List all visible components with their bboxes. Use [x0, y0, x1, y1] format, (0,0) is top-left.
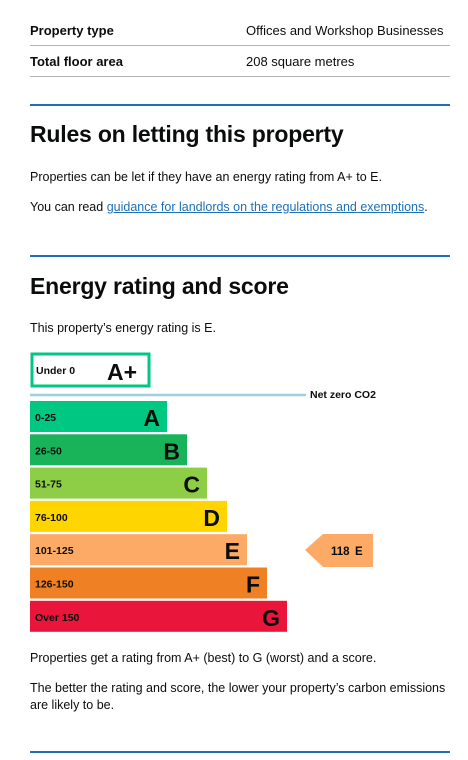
property-type-label: Property type: [30, 23, 114, 38]
rules-paragraph: Properties can be let if they have an en…: [30, 170, 382, 184]
energy-rating-chart: Under 0 A+ Net zero CO2 0-25 A 26-50 B 51-75…: [30, 352, 376, 632]
band-g-range: Over 150: [35, 612, 80, 624]
emissions-line-2: are likely to be.: [30, 698, 115, 712]
rules-guidance-paragraph: You can read guidance for landlords on t…: [30, 199, 450, 216]
band-c-range: 51-75: [35, 479, 62, 491]
band-g-letter: G: [262, 605, 280, 631]
band-aplus-box: [30, 352, 151, 388]
band-d-bar: [30, 500, 227, 532]
section-divider-3: [30, 751, 450, 753]
band-a-letter: A: [143, 405, 160, 431]
guidance-suffix: .: [424, 200, 428, 214]
emissions-line-1: The better the rating and score, the low…: [30, 681, 446, 695]
band-aplus-letter: A+: [107, 359, 137, 385]
current-rating-letter: E: [355, 546, 363, 558]
band-c-letter: C: [183, 472, 200, 498]
band-e-range: 101-125: [35, 545, 74, 557]
property-type-value: Offices and Workshop Businesses: [246, 23, 444, 38]
band-c-bar: [30, 467, 207, 499]
guidance-prefix: You can read: [30, 200, 107, 214]
band-d-range: 76-100: [35, 512, 68, 524]
summary-row-property-type: Property type Offices and Workshop Busin…: [30, 14, 450, 46]
band-f-letter: F: [246, 572, 260, 598]
rating-explanation: Properties get a rating from A+ (best) t…: [30, 651, 377, 665]
band-f-range: 126-150: [35, 579, 74, 591]
section-divider-1: [30, 104, 450, 106]
current-rating-score: 118: [331, 546, 350, 558]
energy-heading: Energy rating and score: [30, 273, 289, 299]
band-b-bar: [30, 434, 187, 466]
floor-area-label: Total floor area: [30, 54, 123, 69]
band-e-bar: [30, 534, 247, 566]
band-g-bar: [30, 600, 287, 632]
band-b-range: 26-50: [35, 445, 62, 457]
band-aplus-range: Under 0: [36, 365, 75, 377]
summary-row-floor-area: Total floor area 208 square metres: [30, 46, 450, 77]
energy-rating-intro: This property’s energy rating is E.: [30, 321, 216, 335]
net-zero-label: Net zero CO2: [310, 389, 376, 401]
band-b-letter: B: [163, 438, 180, 464]
rules-heading: Rules on letting this property: [30, 121, 344, 147]
band-e-letter: E: [225, 538, 240, 564]
floor-area-value: 208 square metres: [246, 54, 355, 69]
current-rating-arrow: [305, 534, 373, 567]
emissions-explanation: The better the rating and score, the low…: [30, 680, 450, 714]
section-divider-2: [30, 255, 450, 257]
guidance-link[interactable]: guidance for landlords on the regulation…: [106, 200, 425, 214]
band-a-bar: [30, 401, 167, 432]
band-a-range: 0-25: [35, 412, 56, 424]
band-f-bar: [30, 567, 267, 599]
band-d-letter: D: [203, 505, 220, 531]
